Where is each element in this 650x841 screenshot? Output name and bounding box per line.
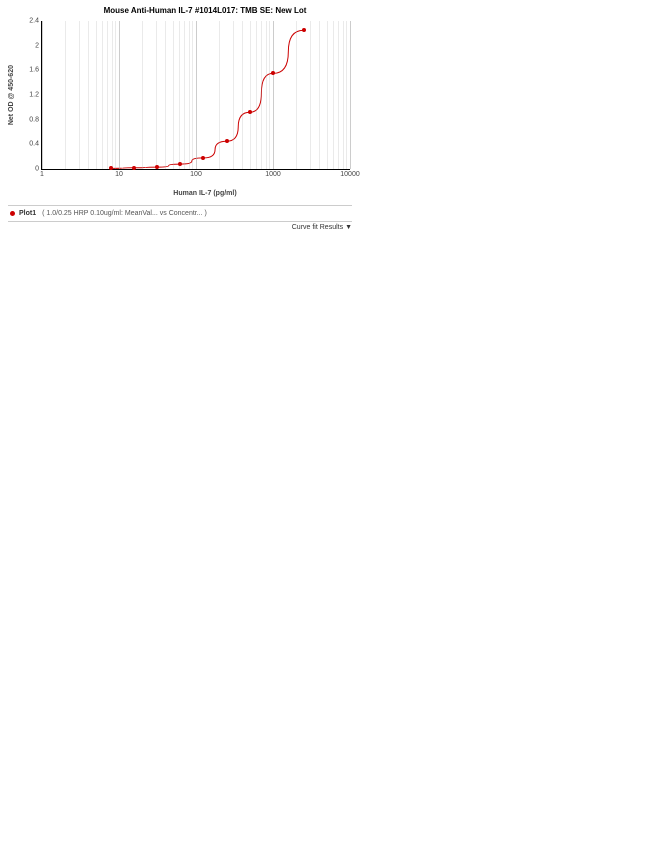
grid-line [112,21,113,169]
y-tick-label: 0.8 [29,116,39,123]
data-point [109,166,113,170]
grid-line [233,21,234,169]
y-tick-label: 1.2 [29,92,39,99]
grid-line [88,21,89,169]
grid-line [296,21,297,169]
grid-line [156,21,157,169]
data-point [302,28,306,32]
y-axis-label: Net OD @ 450-620 [8,65,15,125]
grid-line [142,21,143,169]
y-tick-label: 1.6 [29,67,39,74]
data-point [271,71,275,75]
grid-line [327,21,328,169]
legend-row: Plot1 ( 1.0/0.25 HRP 0.10ug/ml: MeanVal.… [10,210,650,217]
grid-line [242,21,243,169]
data-point [155,165,159,169]
data-point [225,139,229,143]
plot-wrap: Net OD @ 450-620 0 0.4 0.8 1.2 1.6 2 2.4 11010… [8,21,362,170]
x-tick-label: 1 [40,171,44,178]
grid-line [261,21,262,169]
grid-line [196,21,197,169]
chart-container: Mouse Anti-Human IL-7 #1014L017: TMB SE:… [8,6,362,197]
divider [8,205,352,206]
grid-line [273,21,274,169]
grid-line [310,21,311,169]
grid-line [165,21,166,169]
y-tick-label: 2.4 [29,18,39,25]
results-label: Curve fit Results [292,224,343,231]
x-axis-label: Human IL-7 (pg/ml) [8,190,362,197]
grid-line [319,21,320,169]
curve-fit-results-toggle[interactable]: Curve fit Results ▼ [292,224,352,231]
grid-line [250,21,251,169]
y-axis-ticks: 00.40.81.21.622.4 [17,21,41,169]
data-point [248,110,252,114]
chart-title: Mouse Anti-Human IL-7 #1014L017: TMB SE:… [8,6,362,15]
legend-description: ( 1.0/0.25 HRP 0.10ug/ml: MeanVal... vs … [42,210,207,217]
x-tick-label: 1000 [265,171,281,178]
grid-line [115,21,116,169]
grid-line [350,21,351,169]
y-tick-label: 0 [35,166,39,173]
data-point [201,156,205,160]
grid-line [343,21,344,169]
grid-line [96,21,97,169]
y-tick-label: 0.4 [29,141,39,148]
grid-line [266,21,267,169]
plot-area: 110100100010000 [41,21,350,170]
results-row: Curve fit Results ▼ [8,221,352,231]
grid-line [189,21,190,169]
grid-line [173,21,174,169]
grid-line [333,21,334,169]
grid-line [107,21,108,169]
x-tick-label: 10000 [340,171,359,178]
grid-line [65,21,66,169]
grid-line [219,21,220,169]
grid-line [42,21,43,169]
legend-label: Plot1 [19,210,36,217]
chevron-down-icon: ▼ [345,224,352,231]
grid-line [102,21,103,169]
grid-line [184,21,185,169]
grid-line [338,21,339,169]
x-tick-label: 10 [115,171,123,178]
grid-line [346,21,347,169]
series-line [111,30,304,168]
x-tick-label: 100 [190,171,202,178]
grid-line [192,21,193,169]
y-tick-label: 2 [35,42,39,49]
legend-swatch [10,211,15,216]
data-point [178,162,182,166]
grid-line [269,21,270,169]
grid-line [79,21,80,169]
grid-line [256,21,257,169]
data-point [132,166,136,170]
grid-line [119,21,120,169]
grid-line [179,21,180,169]
